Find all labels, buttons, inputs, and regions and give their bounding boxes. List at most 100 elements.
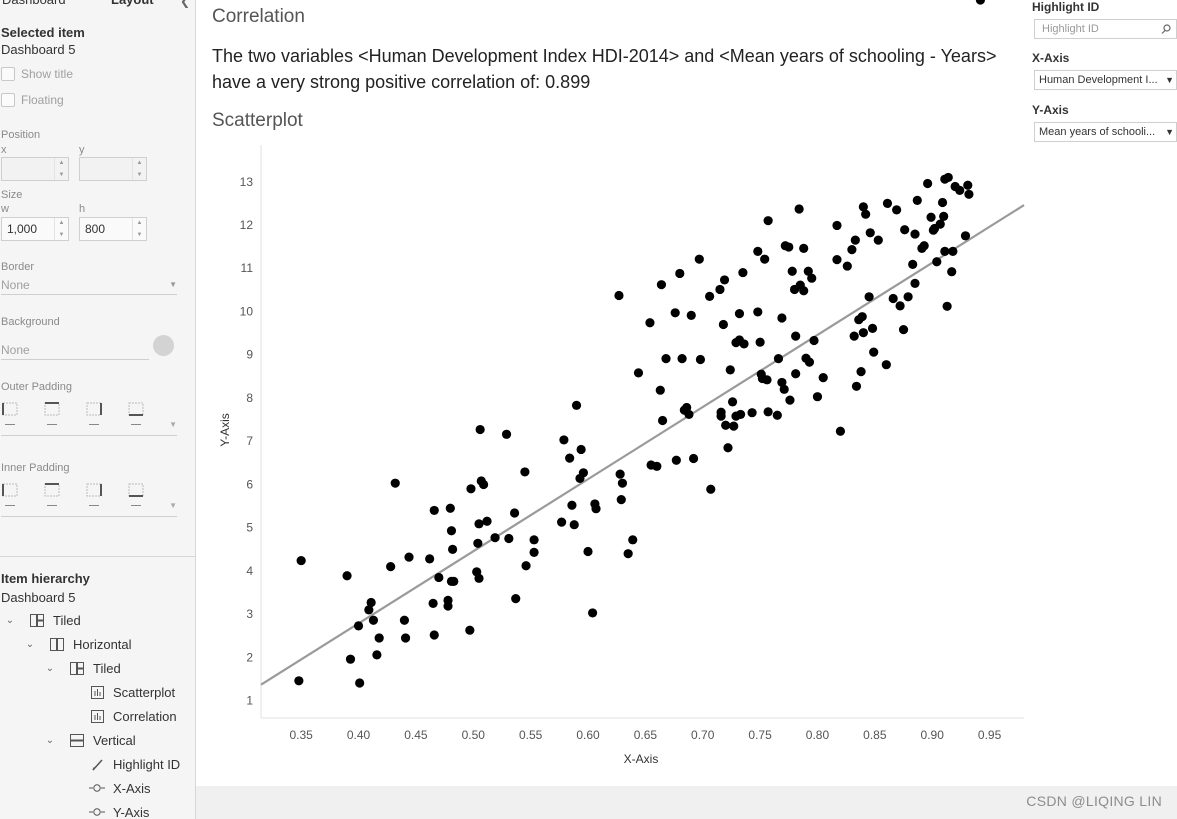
height-input[interactable]: 800 ▲ ▼ [79,217,147,241]
data-point[interactable] [799,286,809,296]
data-point[interactable] [576,444,586,455]
data-point[interactable] [882,198,893,208]
padding-top-icon[interactable] [44,483,60,497]
data-point[interactable] [529,535,539,545]
data-point[interactable] [727,397,738,407]
width-input[interactable]: 1,000 ▲ ▼ [1,217,69,241]
data-point[interactable] [353,621,364,631]
data-point[interactable] [520,467,530,477]
data-point[interactable] [399,615,410,625]
data-point[interactable] [787,266,797,276]
data-point[interactable] [716,411,726,421]
data-point[interactable] [908,259,918,269]
data-point[interactable] [939,211,949,221]
data-point[interactable] [842,261,852,271]
data-point[interactable] [881,360,891,370]
position-y-input[interactable]: ▲ ▼ [79,157,147,181]
data-point[interactable] [657,415,668,426]
data-point[interactable] [943,172,953,183]
data-point[interactable] [910,278,920,288]
data-point[interactable] [734,309,745,319]
highlight-id-input[interactable]: Highlight ID [1034,19,1177,39]
data-point[interactable] [900,225,910,235]
data-point[interactable] [443,595,453,605]
chevron-down-icon[interactable]: ⌄ [45,662,55,674]
hierarchy-root[interactable]: Dashboard 5 [1,590,76,605]
data-point[interactable] [803,266,813,276]
data-point[interactable] [569,520,579,530]
background-dropdown[interactable]: None [1,340,149,360]
data-point[interactable] [847,245,857,255]
data-point[interactable] [791,331,801,341]
tree-item-tiled[interactable]: ⌄ Tiled [3,610,81,630]
data-point[interactable] [932,257,942,267]
data-point[interactable] [832,220,842,231]
data-point[interactable] [809,335,819,346]
data-point[interactable] [864,292,874,302]
data-point[interactable] [910,229,920,239]
data-point[interactable] [374,633,384,643]
data-point[interactable] [926,212,936,222]
tree-item-vertical[interactable]: ⌄ Vertical [43,730,136,750]
data-point[interactable] [850,235,860,245]
data-point[interactable] [940,246,950,256]
data-point[interactable] [509,508,520,518]
data-point[interactable] [873,235,883,245]
data-point[interactable] [856,367,866,377]
data-point[interactable] [867,323,878,333]
data-point[interactable] [583,546,593,557]
data-point[interactable] [688,453,699,464]
data-point[interactable] [892,205,902,215]
data-point[interactable] [294,676,304,686]
data-point[interactable] [851,381,862,391]
data-point[interactable] [869,347,879,357]
data-point[interactable] [446,526,457,536]
data-point[interactable] [364,605,374,615]
data-point[interactable] [799,243,809,253]
data-point[interactable] [755,337,765,347]
data-point[interactable] [429,505,439,516]
data-point[interactable] [960,231,971,241]
data-point[interactable] [448,544,458,554]
data-point[interactable] [964,189,974,199]
show-title-checkbox[interactable] [1,67,15,81]
data-point[interactable] [475,424,485,435]
data-point[interactable] [671,455,681,465]
data-point[interactable] [466,484,476,494]
data-point[interactable] [963,180,973,190]
data-point[interactable] [656,280,667,290]
data-point[interactable] [912,195,922,205]
data-point[interactable] [429,630,439,640]
data-point[interactable] [835,426,846,436]
floating-checkbox-row[interactable]: Floating [1,92,64,108]
data-point[interactable] [684,409,694,420]
data-point[interactable] [784,242,794,252]
data-point[interactable] [400,633,411,643]
padding-left-icon[interactable] [2,483,18,497]
data-point[interactable] [777,377,787,388]
background-color-swatch[interactable] [153,335,174,356]
padding-right-icon[interactable] [86,483,102,497]
data-point[interactable] [511,594,521,604]
data-point[interactable] [567,500,577,510]
data-point[interactable] [942,301,952,311]
data-point[interactable] [557,517,567,527]
data-point[interactable] [296,555,306,566]
data-point[interactable] [865,228,875,238]
padding-left-icon[interactable] [2,402,18,416]
collapse-panel-icon[interactable]: ❮ [180,0,191,8]
floating-checkbox[interactable] [1,93,15,107]
data-point[interactable] [390,478,400,488]
tree-item-y-axis[interactable]: Y-Axis [89,802,149,819]
data-point[interactable] [478,479,489,490]
data-point[interactable] [617,478,628,488]
data-point[interactable] [445,503,455,513]
data-point[interactable] [762,375,772,385]
data-point[interactable] [591,504,601,514]
data-point[interactable] [948,246,958,256]
data-point[interactable] [490,533,500,543]
y-axis-param-dropdown[interactable]: Mean years of schooli... ▼ [1034,122,1177,142]
data-point[interactable] [368,615,379,625]
tree-item-x-axis[interactable]: X-Axis [89,778,151,798]
data-point[interactable] [832,255,842,265]
